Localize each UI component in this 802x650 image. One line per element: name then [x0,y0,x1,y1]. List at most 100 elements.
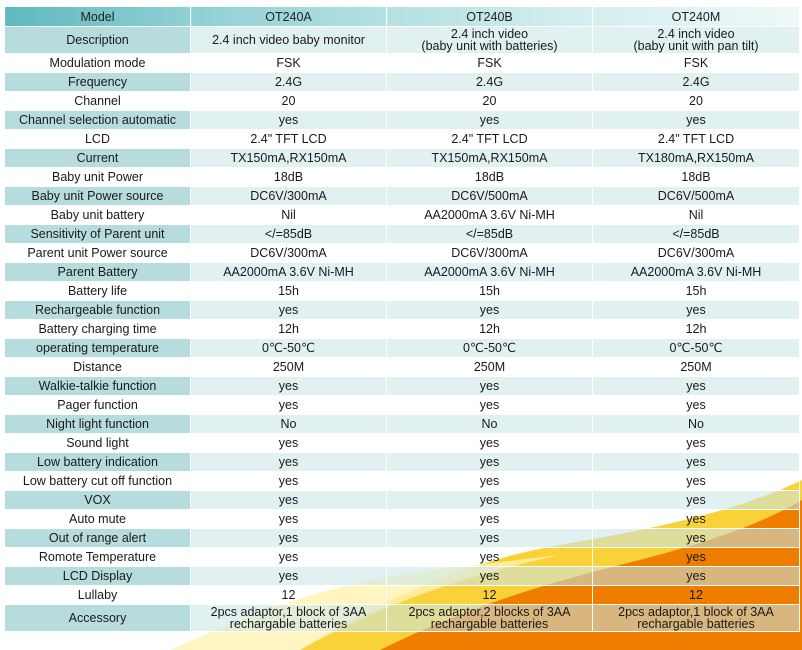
row-label: Battery life [4,281,191,301]
table-row: Parent unit Power source DC6V/300mA DC6V/3… [4,243,800,263]
table-row: Battery charging time 12h 12h 12h [4,319,800,339]
cell-value: </=85dB [190,224,387,244]
cell-value: yes [386,490,593,510]
cell-value: 20 [190,91,387,111]
cell-value: TX180mA,RX150mA [592,148,800,168]
cell-value: DC6V/300mA [190,243,387,263]
table-row: Modulation mode FSK FSK FSK [4,53,800,73]
table-row: LCD Display yes yes yes [4,566,800,586]
cell-value: yes [386,509,593,529]
cell-value: yes [592,395,800,415]
cell-value: 250M [592,357,800,377]
cell-value: 0℃-50℃ [592,338,800,358]
cell-value: yes [592,528,800,548]
table-row: Channel 20 20 20 [4,91,800,111]
cell-value: yes [592,452,800,472]
cell-value: yes [592,433,800,453]
row-label: LCD Display [4,566,191,586]
cell-value: yes [190,433,387,453]
table-row: Sensitivity of Parent unit </=85dB </=85dB… [4,224,800,244]
cell-value: DC6V/300mA [190,186,387,206]
cell-value: 0℃-50℃ [190,338,387,358]
cell-value: yes [386,452,593,472]
table-row: Romote Temperature yes yes yes [4,547,800,567]
cell-value: FSK [592,53,800,73]
table-row: Pager function yes yes yes [4,395,800,415]
cell-value: Nil [190,205,387,225]
cell-value: 12h [190,319,387,339]
row-label: Baby unit battery [4,205,191,225]
cell-value: yes [190,566,387,586]
cell-value: 15h [190,281,387,301]
cell-value: Nil [592,205,800,225]
cell-value: TX150mA,RX150mA [386,148,593,168]
cell-value: 2.4G [386,72,593,92]
row-label: Channel [4,91,191,111]
cell-value: yes [592,300,800,320]
row-label: Channel selection automatic [4,110,191,130]
table-row: Battery life 15h 15h 15h [4,281,800,301]
table-row: LCD 2.4" TFT LCD 2.4" TFT LCD 2.4" TFT LCD [4,129,800,149]
cell-value: DC6V/500mA [386,186,593,206]
table-row: Lullaby 12 12 12 [4,585,800,605]
cell-value: DC6V/500mA [592,186,800,206]
cell-value: TX150mA,RX150mA [190,148,387,168]
cell-value: AA2000mA 3.6V Ni-MH [386,262,593,282]
cell-value: FSK [386,53,593,73]
cell-value: yes [386,528,593,548]
table-row: Out of range alert yes yes yes [4,528,800,548]
cell-value: yes [386,433,593,453]
row-label: Accessory [4,604,191,632]
cell-value: 12 [386,585,593,605]
cell-value: FSK [190,53,387,73]
cell-value: 18dB [190,167,387,187]
table-row: Baby unit Power 18dB 18dB 18dB [4,167,800,187]
cell-value: No [190,414,387,434]
cell-value: yes [386,110,593,130]
table-row: Accessory 2pcs adaptor,1 block of 3AA rech… [4,604,800,632]
cell-value: yes [592,547,800,567]
table-row: Walkie-talkie function yes yes yes [4,376,800,396]
table-row: Description 2.4 inch video baby monitor 2.… [4,26,800,54]
cell-value: 2pcs adaptor,1 block of 3AA rechargable b… [190,604,387,632]
cell-value: No [592,414,800,434]
cell-value: 18dB [592,167,800,187]
row-label: Modulation mode [4,53,191,73]
table-row: Frequency 2.4G 2.4G 2.4G [4,72,800,92]
table-row: Rechargeable function yes yes yes [4,300,800,320]
cell-value: yes [190,547,387,567]
header-ot240m: OT240M [592,6,800,27]
cell-value: yes [592,471,800,491]
cell-value: 20 [386,91,593,111]
table-row: Parent Battery AA2000mA 3.6V Ni-MH AA2000m… [4,262,800,282]
cell-value: 250M [190,357,387,377]
cell-value: yes [386,566,593,586]
row-label: Frequency [4,72,191,92]
cell-value: 12 [190,585,387,605]
cell-value: 0℃-50℃ [386,338,593,358]
row-label: Current [4,148,191,168]
cell-value: 2pcs adaptor,2 blocks of 3AA rechargable … [386,604,593,632]
spec-table-body: Description 2.4 inch video baby monitor 2.… [4,26,800,632]
row-label: Out of range alert [4,528,191,548]
cell-value: yes [190,471,387,491]
cell-value: 250M [386,357,593,377]
cell-value: 12h [592,319,800,339]
cell-value: yes [190,490,387,510]
header-ot240a: OT240A [190,6,387,27]
row-label: Low battery indication [4,452,191,472]
table-row: Channel selection automatic yes yes yes [4,110,800,130]
row-label: Distance [4,357,191,377]
cell-value: yes [386,547,593,567]
row-label: operating temperature [4,338,191,358]
header-model: Model [4,6,191,27]
cell-value: yes [190,528,387,548]
cell-value: 12 [592,585,800,605]
header-ot240b: OT240B [386,6,593,27]
cell-value: 2.4" TFT LCD [592,129,800,149]
table-row: Current TX150mA,RX150mA TX150mA,RX150mA TX1… [4,148,800,168]
row-label: Low battery cut off function [4,471,191,491]
cell-value: yes [592,490,800,510]
cell-value: </=85dB [386,224,593,244]
cell-value: yes [386,395,593,415]
